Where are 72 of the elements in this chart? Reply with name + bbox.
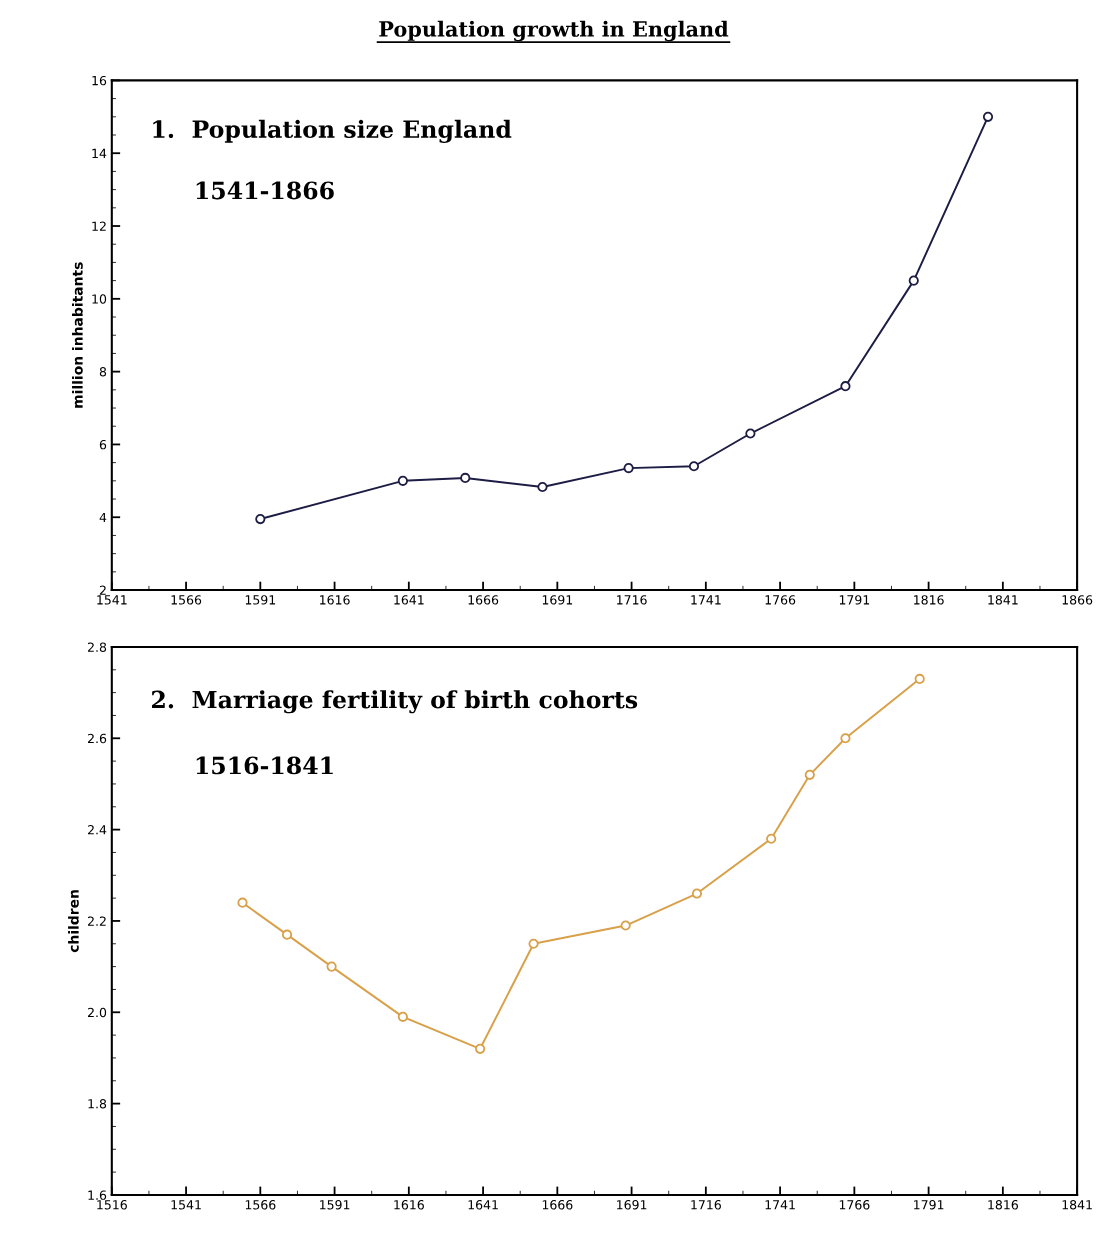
y-tick-label: 1.8 bbox=[88, 1099, 107, 1109]
x-tick-label: 1816 bbox=[988, 1200, 1018, 1210]
x-tick-label: 1691 bbox=[617, 1200, 647, 1210]
y-tick-label: 2.0 bbox=[87, 1007, 107, 1018]
y-tick-label: 8 bbox=[99, 367, 107, 377]
point bbox=[326, 961, 337, 972]
point bbox=[397, 1011, 408, 1022]
point bbox=[620, 920, 631, 931]
point bbox=[460, 472, 471, 483]
x-tick-label: 1766 bbox=[765, 595, 796, 605]
point bbox=[804, 769, 815, 780]
x-tick-label: 1791 bbox=[839, 595, 870, 605]
annotation: 1516-1841 bbox=[196, 756, 333, 775]
point bbox=[691, 888, 703, 899]
y-axis-title: children bbox=[68, 890, 79, 953]
x-tick-label: 1816 bbox=[914, 595, 944, 605]
y-tick-label: 16 bbox=[92, 75, 107, 86]
x-tick-label: 1716 bbox=[691, 1200, 721, 1210]
y-tick-label: 2.8 bbox=[87, 642, 107, 652]
x-tick-label: 1616 bbox=[320, 595, 350, 605]
point bbox=[623, 463, 634, 474]
x-tick-label: 1591 bbox=[245, 595, 276, 605]
point bbox=[281, 929, 293, 940]
x-tick-label: 1666 bbox=[542, 1200, 573, 1210]
point bbox=[908, 275, 919, 286]
y-tick-label: 6 bbox=[99, 439, 107, 450]
point bbox=[766, 833, 777, 844]
y-tick-label: 2.4 bbox=[87, 825, 107, 835]
x-tick-label: 1641 bbox=[468, 1200, 498, 1210]
y-tick-label: 2.6 bbox=[87, 733, 107, 744]
point bbox=[745, 428, 756, 439]
x-tick-label: 1566 bbox=[245, 1200, 276, 1210]
y-tick-label: 1.6 bbox=[88, 1190, 107, 1200]
y-tick-label: 2 bbox=[99, 585, 106, 595]
point bbox=[914, 673, 925, 684]
x-tick-label: 1741 bbox=[691, 595, 721, 605]
point bbox=[255, 513, 266, 525]
x-tick-label: 1541 bbox=[171, 1200, 201, 1210]
point bbox=[688, 461, 700, 472]
y-tick-label: 2.2 bbox=[87, 916, 106, 926]
x-tick-label: 1566 bbox=[171, 595, 202, 605]
y-axis-title: million inhabitants bbox=[72, 262, 83, 408]
x-tick-label: 1766 bbox=[839, 1200, 870, 1210]
chart-title: Population growth in England bbox=[379, 20, 729, 42]
x-tick-label: 1716 bbox=[617, 595, 647, 605]
x-tick-label: 1791 bbox=[914, 1200, 944, 1210]
point bbox=[840, 381, 851, 392]
x-tick-label: 1866 bbox=[1062, 595, 1093, 605]
annotation: 1. Population size England bbox=[153, 119, 512, 143]
x-tick-label: 1541 bbox=[97, 595, 127, 605]
point bbox=[982, 111, 994, 122]
point bbox=[528, 938, 539, 949]
x-tick-label: 1666 bbox=[468, 595, 499, 605]
annotation: 2. Marriage fertility of birth cohorts bbox=[152, 690, 638, 714]
y-tick-label: 12 bbox=[92, 221, 106, 231]
x-tick-label: 1616 bbox=[394, 1200, 424, 1210]
x-tick-label: 1841 bbox=[1062, 1200, 1092, 1210]
y-tick-label: 10 bbox=[92, 294, 107, 304]
x-tick-label: 1591 bbox=[320, 1200, 350, 1210]
point bbox=[237, 897, 248, 908]
point bbox=[840, 733, 851, 744]
x-tick-label: 1741 bbox=[765, 1200, 795, 1210]
y-tick-label: 14 bbox=[92, 148, 107, 158]
annotation: 1541-1866 bbox=[196, 181, 334, 200]
x-tick-label: 1841 bbox=[988, 595, 1018, 605]
point bbox=[475, 1043, 486, 1054]
x-tick-label: 1641 bbox=[394, 595, 424, 605]
point bbox=[397, 475, 408, 486]
point bbox=[537, 481, 548, 493]
x-tick-label: 1516 bbox=[97, 1200, 127, 1210]
y-tick-label: 4 bbox=[99, 512, 107, 522]
x-tick-label: 1691 bbox=[542, 595, 573, 605]
